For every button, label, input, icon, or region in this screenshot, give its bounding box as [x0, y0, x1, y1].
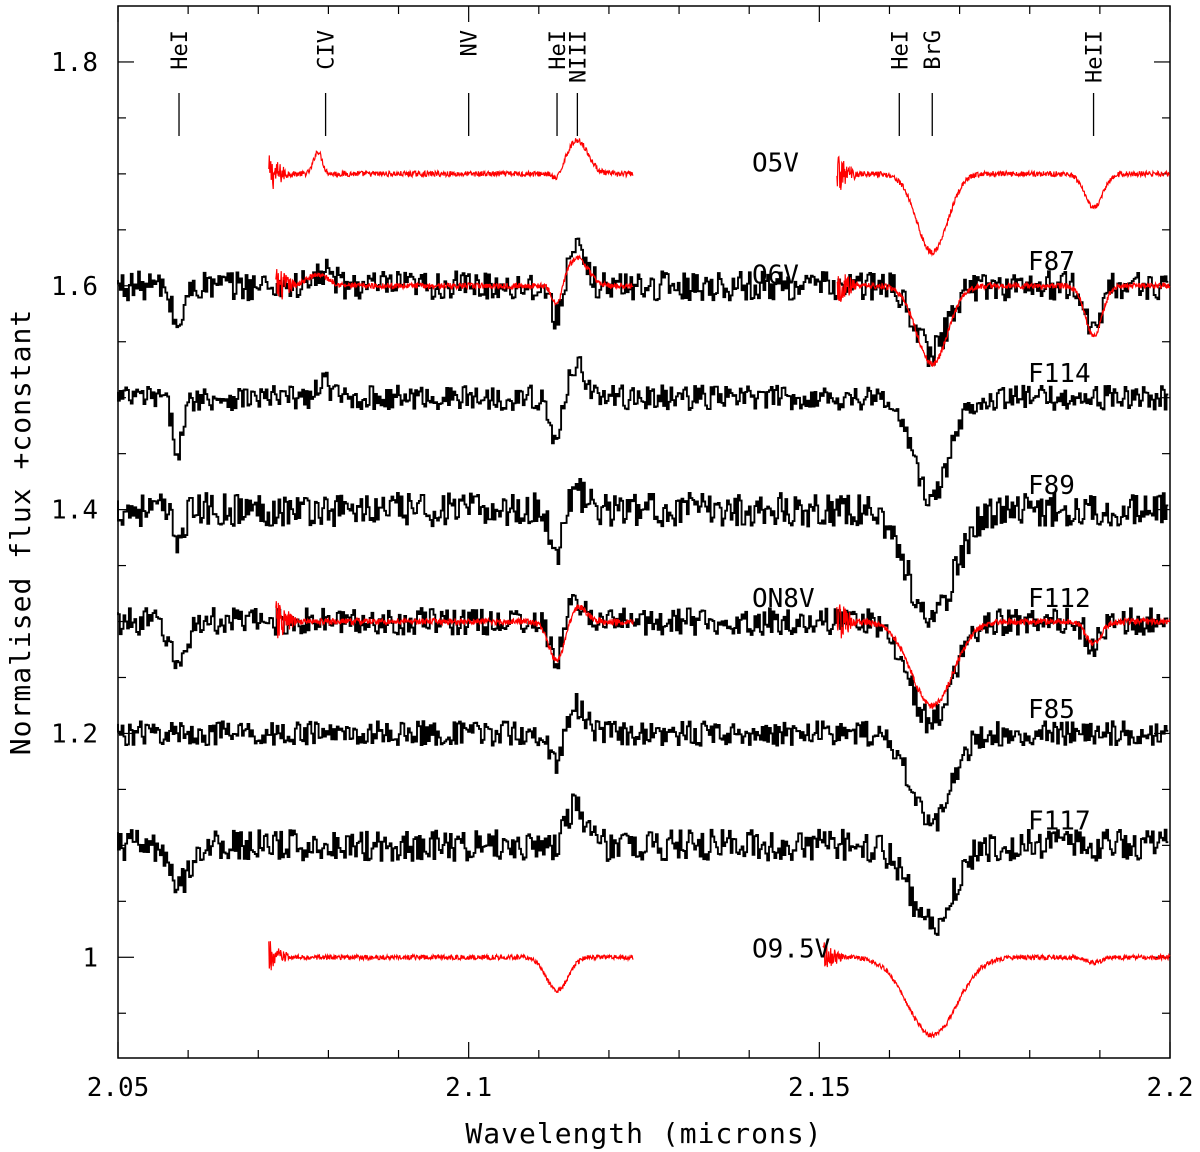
spectrum-label: F117: [1028, 807, 1091, 837]
spectrum-labels: O5V O6V F87 F114 F89 ON8V F112 F85 F117 O9.5V: [752, 149, 1091, 965]
line-marker-label: BrG: [921, 30, 946, 70]
spectrum-label: F112: [1028, 584, 1091, 614]
x-tick-label: 2.2: [1147, 1073, 1194, 1103]
spectrum-o5v: [268, 138, 1171, 257]
x-tick-labels: 2.05 2.1 2.15 2.2: [87, 1073, 1194, 1103]
plot-frame: [117, 5, 1171, 1059]
line-marker-label: CIV: [315, 30, 340, 70]
spectrum-f117: [117, 793, 1169, 936]
y-tick-label: 1.8: [51, 48, 98, 78]
line-marker-label: HeII: [1083, 30, 1108, 83]
line-marker-label: NIII: [566, 30, 591, 83]
spectrum-f87: [117, 237, 1169, 367]
spectrum-f85: [117, 692, 1169, 832]
spectrum-label: O9.5V: [752, 934, 830, 964]
spectrum-label: O5V: [752, 149, 799, 179]
line-marker-label: HeI: [546, 30, 571, 70]
y-tick-label: 1.4: [51, 496, 98, 526]
spectrum-label: ON8V: [752, 584, 815, 614]
x-tick-label: 2.15: [788, 1073, 851, 1103]
y-axis-title: Normalised flux +constant: [4, 309, 37, 755]
y-tick-label: 1: [82, 943, 98, 973]
spectrum-o9-5v: [268, 941, 1171, 1039]
line-marker-label: HeI: [168, 30, 193, 70]
spectrum-label: F87: [1028, 247, 1075, 277]
spectrum-f114: [117, 356, 1169, 507]
axis-ticks: [117, 6, 1171, 1058]
x-axis-title: Wavelength (microns): [465, 1117, 822, 1150]
line-marker-label: NV: [458, 30, 483, 57]
spectrum-label: O6V: [752, 261, 799, 291]
y-tick-label: 1.6: [51, 272, 98, 302]
y-tick-labels: 1 1.2 1.4 1.6 1.8: [51, 48, 98, 973]
spectrum-f89: [117, 478, 1169, 628]
x-tick-label: 2.05: [87, 1073, 150, 1103]
y-tick-label: 1.2: [51, 719, 98, 749]
spectrum-on8v: [275, 601, 1171, 710]
line-marker-label: HeI: [888, 30, 913, 70]
spectra-series: [117, 138, 1171, 1039]
spectrum-label: F114: [1028, 359, 1091, 389]
spectrum-f112: [117, 594, 1169, 734]
x-tick-label: 2.1: [445, 1073, 492, 1103]
spectrum-label: F89: [1028, 471, 1075, 501]
spectrum-o6v: [275, 254, 1171, 368]
spectrum-label: F85: [1028, 695, 1075, 725]
